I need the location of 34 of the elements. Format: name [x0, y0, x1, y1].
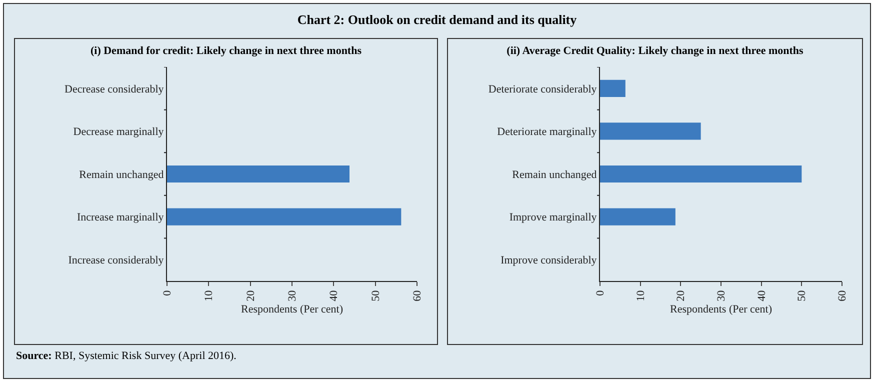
- x-tick-label: 10: [634, 290, 647, 302]
- chart-subtitle: (ii) Average Credit Quality: Likely change in next three months: [506, 45, 804, 57]
- y-tick-label: Decrease marginally: [73, 126, 164, 138]
- x-tick-label: 50: [370, 290, 382, 302]
- x-tick-label: 0: [594, 290, 607, 296]
- source-note: Source: RBI, Systemic Risk Survey (April 2016).: [16, 350, 236, 362]
- x-tick-label: 0: [162, 290, 174, 296]
- y-tick-label: Deteriorate marginally: [497, 126, 598, 138]
- x-axis-title: Respondents (Per cent): [240, 304, 344, 316]
- bar: [600, 165, 802, 183]
- x-tick-label: 30: [716, 290, 728, 302]
- x-tick-label: 20: [675, 290, 688, 302]
- x-tick-label: 30: [286, 290, 299, 302]
- y-tick-label: Remain unchanged: [79, 168, 164, 181]
- y-tick-label: Decrease considerably: [64, 83, 164, 96]
- x-tick-label: 60: [412, 290, 424, 302]
- x-tick-label: 40: [756, 290, 768, 302]
- y-tick-label: Remain unchanged: [512, 168, 598, 181]
- y-tick-label: Deteriorate considerably: [488, 83, 598, 96]
- bar: [600, 80, 626, 97]
- y-tick-label: Improve considerably: [500, 254, 598, 266]
- chart-title: Chart 2: Outlook on credit demand and its quality: [296, 12, 578, 28]
- x-tick-label: 20: [244, 290, 257, 302]
- y-tick-label: Increase considerably: [68, 254, 164, 266]
- x-tick-label: 40: [328, 290, 340, 302]
- x-tick-label: 10: [203, 290, 216, 302]
- bar: [600, 208, 676, 226]
- y-tick-label: Improve marginally: [509, 212, 598, 224]
- x-axis-title: Respondents (Per cent): [670, 304, 772, 316]
- x-tick-label: 60: [836, 290, 849, 302]
- y-tick-label: Increase marginally: [76, 212, 164, 224]
- bar: [600, 122, 701, 140]
- x-tick-label: 50: [796, 290, 808, 302]
- chart-subtitle: (i) Demand for credit: Likely change in next three months: [89, 45, 362, 57]
